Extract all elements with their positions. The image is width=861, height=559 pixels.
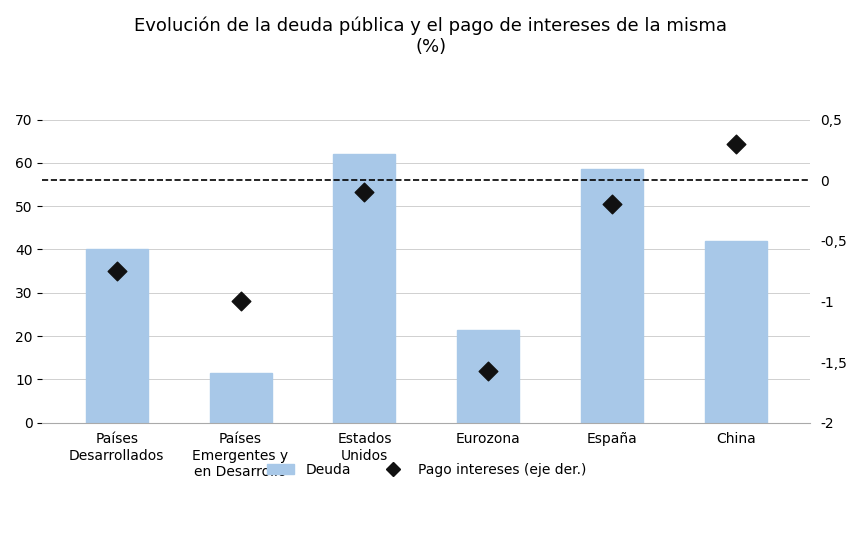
Point <box>480 366 494 375</box>
Point <box>604 200 618 209</box>
Legend: Deuda, Pago intereses (eje der.): Deuda, Pago intereses (eje der.) <box>261 457 591 482</box>
Point <box>728 139 742 148</box>
Bar <box>704 241 766 423</box>
Bar <box>580 169 642 423</box>
Point <box>357 188 371 197</box>
Bar <box>209 373 271 423</box>
Bar <box>85 249 147 423</box>
Bar <box>333 154 395 423</box>
Point <box>109 267 123 276</box>
Text: Evolución de la deuda pública y el pago de intereses de la misma
(%): Evolución de la deuda pública y el pago … <box>134 17 727 56</box>
Point <box>233 297 247 306</box>
Bar <box>457 330 518 423</box>
